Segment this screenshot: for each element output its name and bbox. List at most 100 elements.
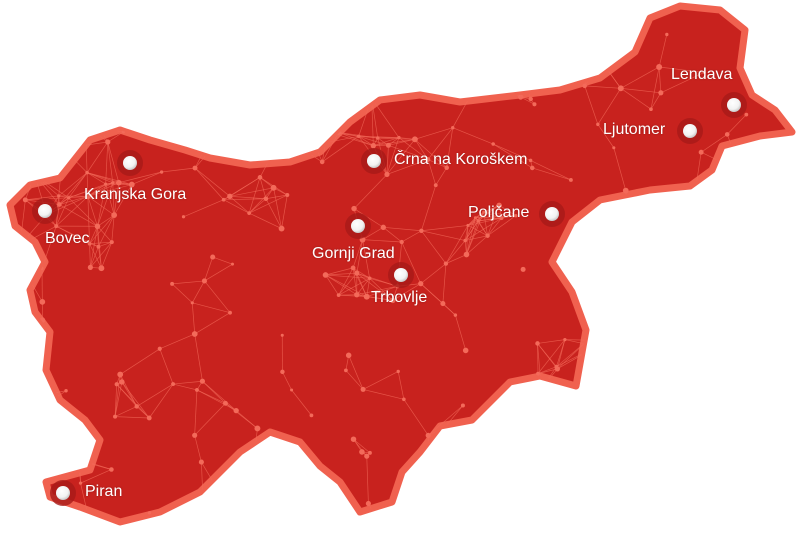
network-node [281,506,286,511]
network-node [350,265,356,271]
network-node [692,492,696,496]
network-line [487,51,492,70]
network-line [194,167,224,200]
network-line [276,484,311,494]
network-node [554,364,559,369]
network-line [56,225,90,245]
network-line [321,132,340,163]
network-line [433,476,454,516]
network-line [283,480,308,509]
network-node [528,158,533,163]
network-line [87,196,115,216]
network-line [81,90,87,93]
network-node [56,202,62,207]
network-line [114,381,123,417]
network-line [86,172,119,184]
network-node [622,187,629,194]
network-node [280,369,285,375]
network-line [84,101,86,126]
network-line [114,384,118,417]
network-node [702,70,706,75]
network-line [355,62,372,99]
network-line [749,456,757,467]
city-marker-gornji-grad[interactable] [345,213,371,239]
network-line [338,277,370,296]
network-line [248,194,288,214]
network-line [620,373,649,392]
network-line [159,348,174,385]
network-line [414,139,447,168]
network-node [428,43,434,49]
network-line [161,167,196,173]
city-marker-trbovlje[interactable] [388,262,414,288]
network-line [115,416,150,419]
network-line [291,389,312,416]
network-line [355,45,396,64]
network-line [452,476,468,503]
network-line [90,226,98,268]
network-line [519,58,522,98]
network-line [191,302,196,335]
network-node [273,482,280,489]
network-node [85,170,89,175]
network-line [356,278,370,295]
network-line [276,485,284,509]
network-line [635,391,648,396]
city-marker-piran[interactable] [50,480,76,506]
network-node [28,140,33,145]
network-node [39,299,46,305]
city-marker-kranjska-gora[interactable] [117,150,143,176]
city-marker-ljutomer[interactable] [677,118,703,144]
city-label-ljutomer: Ljutomer [603,121,666,138]
network-line [308,35,317,66]
city-marker-lendava[interactable] [721,92,747,118]
network-node [192,432,198,438]
network-node [539,386,543,391]
network-node [599,59,605,65]
network-line [225,403,258,429]
network-line [55,196,89,227]
network-node [111,212,118,219]
network-line [144,20,155,46]
network-line [377,137,415,140]
network-node [170,281,175,286]
city-marker-bovec[interactable] [32,198,58,224]
network-node [402,397,406,402]
network-line [116,383,150,419]
network-line [85,90,87,126]
network-node [657,515,662,520]
network-node [751,416,757,422]
network-line [501,215,516,219]
network-line [690,352,698,357]
network-line [354,21,369,58]
network-line [362,45,396,66]
network-line [493,23,518,64]
network-line [484,51,489,80]
network-node [366,19,371,24]
network-node [190,301,194,305]
network-line [354,45,396,59]
network-node [744,180,748,185]
network-line [442,263,447,304]
network-line [355,62,363,66]
network-node [322,272,329,278]
network-node [290,388,294,392]
network-line [421,230,447,264]
network-node [354,270,360,276]
network-node [491,142,495,146]
network-line [696,355,709,360]
network-line [251,473,277,486]
network-node [128,181,135,188]
network-line [281,194,288,229]
network-line [719,324,751,330]
network-node [171,382,176,387]
network-line [421,476,454,492]
network-node [419,228,424,233]
network-line [112,182,115,216]
network-line [659,66,705,73]
city-marker-poljčane[interactable] [539,201,565,227]
city-marker-črna-na-koroškem[interactable] [361,148,387,174]
network-line [251,473,284,509]
network-node [257,175,263,180]
network-line [89,243,91,268]
